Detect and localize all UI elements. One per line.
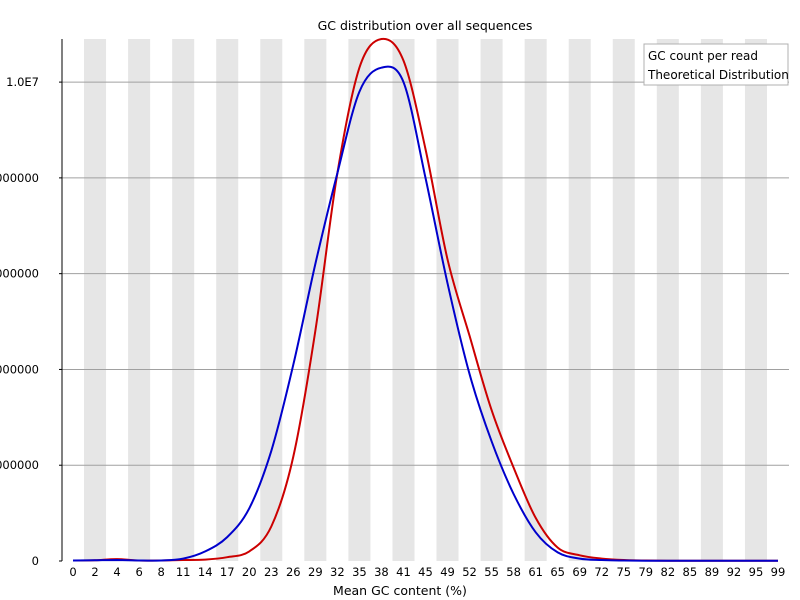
grid-band	[150, 39, 173, 561]
x-tick-label: 45	[418, 565, 433, 579]
y-tick-label: 4000000	[0, 362, 39, 376]
legend: GC count per read Theoretical Distributi…	[643, 43, 789, 86]
x-tick-label: 49	[440, 565, 455, 579]
y-tick-label: 8000000	[0, 171, 39, 185]
x-tick-label: 2	[91, 565, 98, 579]
x-tick-label: 79	[638, 565, 653, 579]
x-tick-label: 75	[616, 565, 631, 579]
x-tick-label: 32	[330, 565, 345, 579]
grid-band	[84, 39, 107, 561]
series-line-theoretical	[72, 65, 778, 562]
grid-band	[480, 39, 504, 561]
x-tick-label: 58	[506, 565, 521, 579]
x-tick-label: 0	[69, 565, 76, 579]
x-tick-label: 11	[176, 565, 191, 579]
x-tick-label: 26	[286, 565, 301, 579]
grid-band	[194, 39, 217, 561]
series-lines	[72, 37, 778, 562]
grid-band	[590, 39, 614, 561]
grid-band	[326, 39, 349, 561]
grid-band	[634, 39, 658, 561]
grid-band	[612, 39, 636, 561]
x-tick-label: 6	[135, 565, 142, 579]
x-tick-label: 69	[572, 565, 587, 579]
x-tick-label: 72	[594, 565, 609, 579]
x-tick-label: 8	[157, 565, 164, 579]
x-tick-label: 29	[308, 565, 323, 579]
grid-band	[678, 39, 702, 561]
x-tick-label: 23	[264, 565, 279, 579]
grid-band	[392, 39, 415, 561]
x-tick-label: 82	[661, 565, 676, 579]
alternating-grid-bands	[62, 39, 790, 561]
x-tick-label: 35	[352, 565, 367, 579]
x-tick-label: 55	[484, 565, 499, 579]
grid-band	[502, 39, 526, 561]
x-tick-label: 89	[705, 565, 720, 579]
x-axis-ticks: 0 2 4 6 8 11 14 17 20 23 26 29 32 35 38 41 45 49 52 55 58 61 6…	[69, 565, 785, 579]
y-tick-label: 6000000	[0, 267, 39, 281]
x-tick-label: 61	[528, 565, 543, 579]
grid-band	[414, 39, 438, 561]
grid-band	[524, 39, 548, 561]
grid-band	[436, 39, 460, 561]
grid-band	[766, 39, 790, 561]
y-axis-ticks: 0 2000000 4000000 6000000 8000000 1.0E7	[0, 75, 62, 568]
grid-band	[348, 39, 371, 561]
y-tick-label: 2000000	[0, 458, 39, 472]
legend-item-gc-count: GC count per read	[648, 49, 758, 63]
x-tick-label: 38	[374, 565, 389, 579]
y-tick-label: 0	[32, 554, 39, 568]
grid-band	[722, 39, 746, 561]
legend-item-theoretical: Theoretical Distribution	[647, 68, 789, 82]
grid-band	[260, 39, 283, 561]
x-axis-label: Mean GC content (%)	[333, 583, 467, 598]
x-tick-label: 14	[198, 565, 213, 579]
grid-band	[304, 39, 327, 561]
grid-band	[62, 39, 85, 561]
grid-band	[128, 39, 151, 561]
x-tick-label: 17	[220, 565, 235, 579]
grid-band	[216, 39, 239, 561]
x-tick-label: 4	[113, 565, 120, 579]
x-tick-label: 52	[462, 565, 477, 579]
x-tick-label: 85	[683, 565, 698, 579]
grid-band	[656, 39, 680, 561]
x-tick-label: 20	[242, 565, 257, 579]
legend-box	[643, 43, 789, 86]
x-tick-label: 95	[749, 565, 764, 579]
grid-band	[700, 39, 724, 561]
grid-band	[238, 39, 261, 561]
grid-band	[458, 39, 482, 561]
grid-band	[282, 39, 305, 561]
grid-band	[370, 39, 393, 561]
chart-title: GC distribution over all sequences	[318, 18, 533, 33]
grid-band	[172, 39, 195, 561]
grid-band	[546, 39, 570, 561]
x-tick-label: 92	[727, 565, 742, 579]
grid-band	[744, 39, 768, 561]
x-tick-label: 41	[396, 565, 411, 579]
y-tick-label: 1.0E7	[6, 75, 39, 89]
x-tick-label: 99	[771, 565, 786, 579]
x-tick-label: 65	[550, 565, 565, 579]
grid-band	[568, 39, 592, 561]
grid-band	[106, 39, 129, 561]
